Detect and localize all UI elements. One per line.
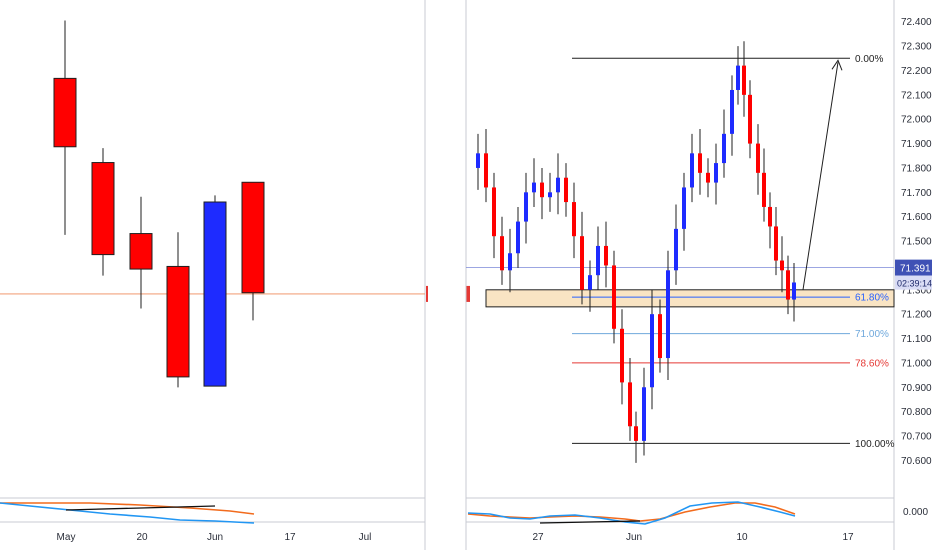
right-y-tick-label: 72.200 <box>901 66 932 77</box>
right-y-tick-label: 72.400 <box>901 17 932 28</box>
left-x-tick-label: Jun <box>207 532 223 543</box>
right-candle-body <box>612 265 616 329</box>
right-candle-body <box>698 153 702 173</box>
right-candle-body <box>768 206 772 227</box>
right-candle-body <box>748 94 752 144</box>
right-candle-body <box>762 172 766 207</box>
right-candle-body <box>620 328 624 383</box>
right-candle-body <box>540 182 544 198</box>
fib-level-label: 0.00% <box>855 54 883 65</box>
right-candle-body <box>730 89 734 134</box>
left-candle-body <box>91 162 115 256</box>
left-candle-body <box>241 181 265 294</box>
panel-gap <box>428 0 466 550</box>
right-candles <box>476 41 796 463</box>
right-y-tick-label: 70.600 <box>901 456 932 467</box>
right-candle-body <box>714 163 718 183</box>
left-oscillator-signal-line <box>0 502 255 515</box>
right-candle-body <box>634 426 638 441</box>
right-candle-body <box>742 65 746 95</box>
right-price-label-box <box>895 259 932 276</box>
right-candle-body <box>524 192 528 222</box>
right-candle-body <box>722 133 726 164</box>
left-oscillator-divergence-line <box>65 505 216 511</box>
right-candle-body <box>588 275 592 290</box>
right-y-tick-label: 71.600 <box>901 212 932 223</box>
left-candle-body <box>166 265 190 378</box>
right-candle-body <box>786 270 790 300</box>
right-candle-body <box>484 153 488 188</box>
right-y-tick-label: 72.300 <box>901 42 932 53</box>
right-candle-body <box>516 221 520 254</box>
fib-level-label: 100.00% <box>855 439 895 450</box>
right-candle-body <box>556 177 560 193</box>
right-candle-body <box>572 202 576 237</box>
left-oscillator-macd-line <box>0 502 255 524</box>
left-candle-body <box>129 233 153 270</box>
right-y-tick-label: 70.900 <box>901 383 932 394</box>
fib-level-label: 71.00% <box>855 329 889 340</box>
right-oscillator-zero-label: 0.000 <box>903 507 928 518</box>
left-x-tick-label: May <box>57 532 76 543</box>
projection-arrow-line <box>802 62 839 290</box>
left-candle-body <box>53 77 77 148</box>
left-candle-body <box>203 201 227 387</box>
left-x-tick-label: 17 <box>284 532 296 543</box>
right-candle-body <box>666 270 670 359</box>
right-oscillator-macd-line <box>467 501 796 525</box>
right-y-tick-label: 71.000 <box>901 358 932 369</box>
right-candle-body <box>500 236 504 271</box>
right-candle-body <box>596 245 600 276</box>
countdown-label: 02:39:14 <box>897 279 932 289</box>
right-y-tick-label: 72.000 <box>901 115 932 126</box>
right-candle-body <box>792 282 796 300</box>
right-x-tick-label: 17 <box>842 532 854 543</box>
right-y-tick-label: 72.100 <box>901 90 932 101</box>
right-price-label: 71.391 <box>900 264 931 275</box>
right-candle-body <box>756 143 760 173</box>
support-zone <box>485 289 895 308</box>
right-x-tick-label: 27 <box>532 532 544 543</box>
left-x-tick-label: 20 <box>136 532 148 543</box>
right-oscillator-divergence-line <box>539 520 641 524</box>
right-candle-body <box>774 226 778 261</box>
right-candle-body <box>780 260 784 271</box>
right-candle-body <box>690 153 694 188</box>
right-y-tick-label: 71.500 <box>901 237 932 248</box>
right-candle-body <box>476 153 480 168</box>
right-candle-body <box>650 314 654 388</box>
right-y-tick-label: 71.700 <box>901 188 932 199</box>
right-candle-body <box>706 172 710 183</box>
right-y-tick-label: 70.800 <box>901 407 932 418</box>
right-x-tick-label: Jun <box>626 532 642 543</box>
fib-level-label: 61.80% <box>855 293 889 304</box>
right-candle-body <box>532 182 536 193</box>
right-y-tick-label: 71.800 <box>901 163 932 174</box>
right-y-tick-label: 71.200 <box>901 310 932 321</box>
right-candle-body <box>642 387 646 441</box>
right-candle-body <box>674 228 678 271</box>
right-candle-body <box>628 382 632 427</box>
right-y-tick-label: 71.900 <box>901 139 932 150</box>
right-candle-body <box>580 236 584 290</box>
right-x-tick-label: 10 <box>736 532 748 543</box>
right-candle-body <box>564 177 568 203</box>
left-x-tick-label: Jul <box>359 532 372 543</box>
right-y-tick-label: 70.700 <box>901 432 932 443</box>
right-candle-body <box>682 187 686 229</box>
right-candle-body <box>736 65 740 90</box>
right-y-tick-label: 71.100 <box>901 334 932 345</box>
fib-level-label: 78.60% <box>855 358 889 369</box>
projection-arrow-head <box>831 59 843 71</box>
right-candle-body <box>548 192 552 198</box>
right-candle-body <box>658 314 662 359</box>
right-y-tick-label: 71.300 <box>901 285 932 296</box>
right-candle-body <box>492 187 496 237</box>
countdown-box <box>895 275 932 290</box>
right-candle-body <box>508 253 512 271</box>
right-candle-body <box>604 245 608 266</box>
